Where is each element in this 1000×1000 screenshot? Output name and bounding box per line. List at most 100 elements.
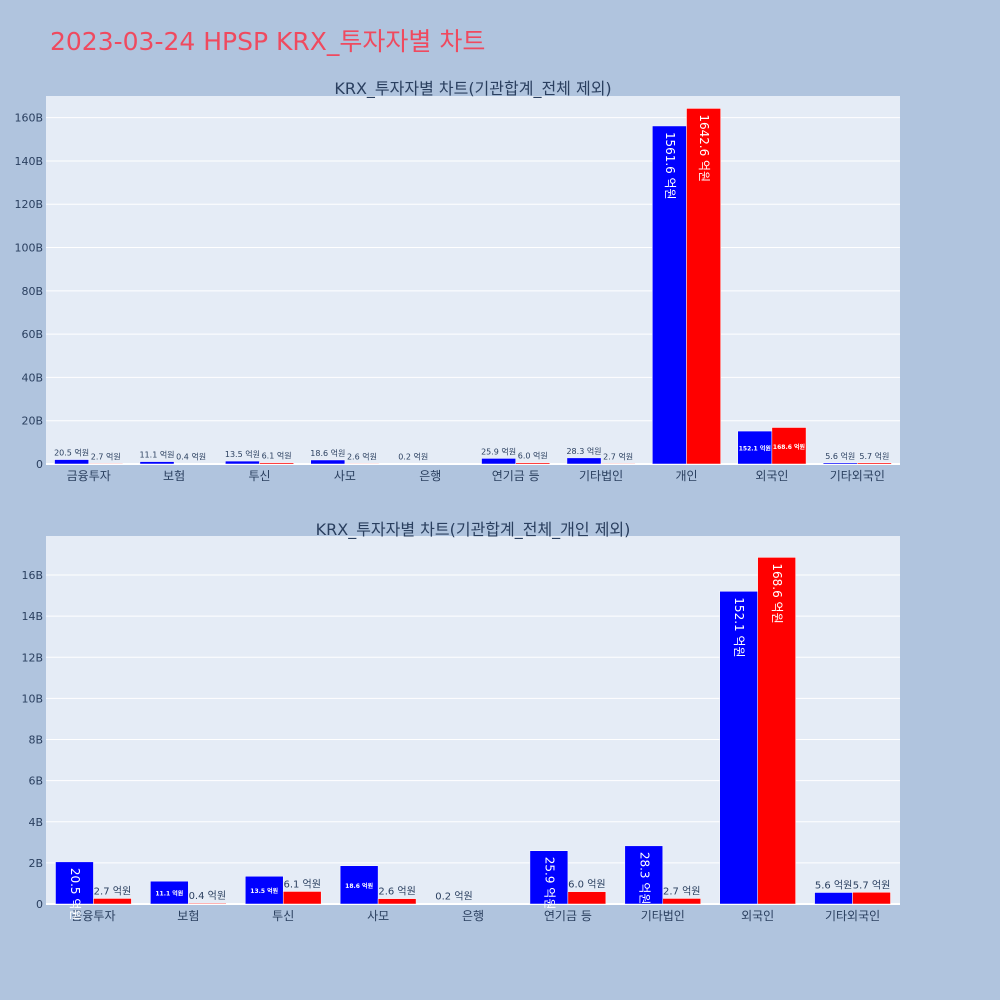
- bar: [719, 591, 758, 905]
- x-tick-label: 금융투자: [67, 469, 111, 483]
- data-label: 0.2 억원: [398, 452, 428, 462]
- bar: [139, 461, 175, 465]
- data-label: 6.0 억원: [518, 451, 548, 461]
- bar: [339, 865, 379, 905]
- y-tick-label: 16B: [21, 569, 43, 582]
- chart-title: KRX_투자자별 차트(기관합계_전체 제외): [334, 79, 611, 99]
- bar: [259, 462, 294, 465]
- y-tick-label: 60B: [21, 328, 43, 341]
- x-tick-label: 외국인: [755, 469, 788, 483]
- bar: [624, 845, 664, 905]
- plot-area: [46, 96, 900, 464]
- data-label: 11.1 억원: [139, 450, 174, 460]
- data-label: 152.1 억원: [732, 597, 746, 657]
- y-tick-label: 14B: [21, 610, 43, 623]
- data-label: 6.1 억원: [283, 878, 320, 890]
- y-tick-label: 0: [36, 458, 43, 471]
- bar: [822, 462, 858, 465]
- x-tick-label: 연기금 등: [492, 469, 540, 483]
- bar: [814, 892, 853, 905]
- y-tick-label: 80B: [21, 285, 43, 298]
- data-label: 18.6 억원: [345, 882, 373, 890]
- y-tick-label: 0: [36, 898, 43, 911]
- bar: [852, 892, 891, 905]
- bar: [515, 462, 551, 465]
- x-tick-label: 외국인: [741, 909, 774, 923]
- x-tick-label: 개인: [675, 469, 697, 483]
- bar: [567, 891, 607, 905]
- data-label: 5.6 억원: [815, 879, 852, 891]
- page-title: 2023-03-24 HPSP KRX_투자자별 차트: [50, 27, 486, 56]
- y-tick-label: 140B: [14, 155, 43, 168]
- data-label: 0.2 억원: [435, 891, 472, 903]
- data-label: 2.7 억원: [94, 885, 131, 897]
- bar: [282, 891, 322, 905]
- bar: [377, 898, 417, 905]
- bar: [245, 875, 284, 905]
- y-tick-label: 20B: [21, 415, 43, 428]
- x-tick-label: 사모: [334, 469, 356, 483]
- data-label: 28.3 억원: [566, 446, 601, 456]
- data-label: 152.1 억원: [739, 445, 771, 453]
- bar: [88, 463, 124, 465]
- bar: [771, 427, 807, 465]
- data-label: 20.5 억원: [68, 868, 82, 921]
- x-tick-label: 보험: [177, 909, 199, 923]
- y-tick-label: 6B: [28, 775, 43, 788]
- y-tick-label: 8B: [28, 734, 43, 747]
- bar: [757, 557, 796, 905]
- data-label: 25.9 억원: [542, 857, 556, 910]
- bar: [481, 458, 516, 465]
- data-label: 168.6 억원: [773, 443, 805, 451]
- bar: [529, 850, 569, 905]
- data-label: 2.7 억원: [663, 885, 700, 897]
- bar: [310, 459, 346, 465]
- y-tick-label: 40B: [21, 371, 43, 384]
- y-tick-label: 100B: [14, 242, 43, 255]
- data-label: 2.7 억원: [603, 451, 633, 461]
- bar: [150, 880, 189, 905]
- data-label: 2.7 억원: [91, 451, 121, 461]
- x-tick-label: 사모: [367, 909, 389, 923]
- bar: [434, 903, 474, 905]
- data-label: 11.1 억원: [155, 890, 183, 898]
- data-label: 2.6 억원: [378, 886, 415, 898]
- bar: [737, 430, 773, 465]
- data-label: 1561.6 억원: [663, 132, 677, 200]
- data-label: 0.4 억원: [176, 452, 206, 462]
- data-label: 13.5 억원: [250, 887, 278, 895]
- x-tick-label: 기타법인: [641, 909, 685, 923]
- x-tick-label: 투신: [248, 469, 270, 483]
- bar: [662, 898, 701, 905]
- bar: [55, 861, 94, 905]
- bar: [857, 462, 892, 465]
- x-tick-label: 은행: [462, 908, 484, 923]
- x-tick-label: 은행: [419, 468, 441, 483]
- y-tick-label: 2B: [28, 857, 43, 870]
- bar: [395, 463, 431, 465]
- x-tick-label: 기타외국인: [830, 469, 885, 483]
- x-tick-label: 기타외국인: [825, 909, 880, 923]
- bar: [686, 108, 721, 465]
- data-label: 13.5 억원: [225, 449, 260, 459]
- data-label: 5.7 억원: [859, 451, 889, 461]
- data-label: 5.7 억원: [853, 879, 890, 891]
- x-tick-label: 보험: [163, 469, 185, 483]
- y-tick-label: 160B: [14, 112, 43, 125]
- x-tick-label: 투신: [272, 909, 294, 923]
- x-tick-label: 금융투자: [71, 909, 115, 923]
- bar: [566, 457, 602, 465]
- data-label: 28.3 억원: [637, 852, 651, 905]
- data-label: 6.1 억원: [262, 451, 292, 461]
- data-label: 0.4 억원: [189, 890, 226, 902]
- bar: [93, 898, 132, 905]
- x-tick-label: 기타법인: [579, 469, 623, 483]
- bar: [54, 459, 89, 465]
- data-label: 18.6 억원: [310, 448, 345, 458]
- data-label: 5.6 억원: [825, 451, 855, 461]
- chart-title: KRX_투자자별 차트(기관합계_전체_개인 제외): [316, 520, 631, 540]
- bar: [344, 463, 380, 465]
- y-tick-label: 120B: [14, 198, 43, 211]
- bar: [225, 460, 260, 465]
